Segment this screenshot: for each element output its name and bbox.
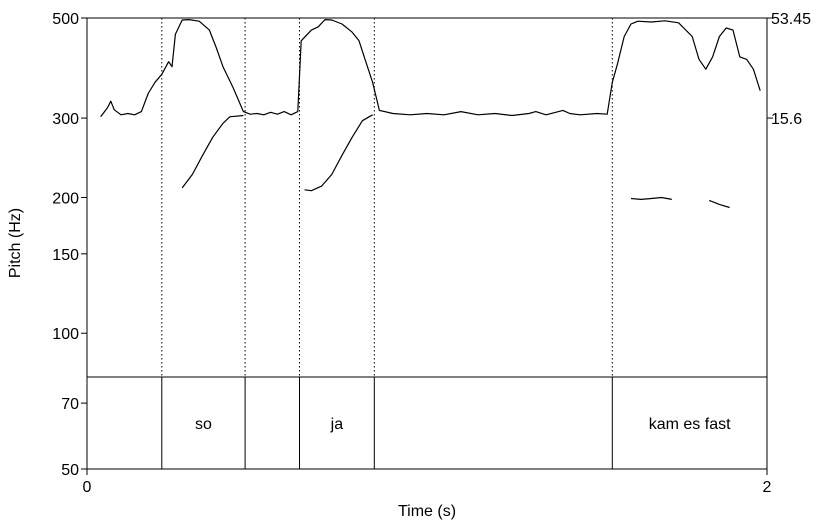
right-axis-labels: 53.45 15.6 (767, 11, 811, 128)
y-tick-label: 200 (52, 190, 79, 207)
interval-label: so (195, 416, 212, 433)
pitch-curve-4 (630, 196, 672, 200)
y-axis-label: Pitch (Hz) (7, 208, 24, 278)
x-tick-label: 0 (83, 479, 92, 496)
y-tick-label: 50 (61, 462, 79, 479)
pitch-curve-5 (708, 199, 730, 209)
y-tick-label: 150 (52, 247, 79, 264)
y-tick-label: 100 (52, 326, 79, 343)
right-tick-label: 53.45 (771, 11, 811, 28)
interval-labels: so ja kam es fast (195, 416, 731, 433)
interval-label: ja (330, 416, 344, 433)
y-tick-label: 300 (52, 111, 79, 128)
boundary-lines (161, 18, 613, 469)
y-axis-ticks: 500 300 200 150 100 70 50 (52, 11, 87, 479)
y-tick-label: 70 (61, 396, 79, 413)
pitch-curve-1 (100, 19, 761, 118)
x-axis-label: Time (s) (398, 503, 456, 520)
x-tick-label: 2 (763, 479, 772, 496)
pitch-curves (100, 19, 761, 209)
pitch-curve-2 (181, 114, 244, 189)
plot-frame (86, 17, 768, 470)
pitch-curve-3 (304, 114, 373, 192)
interval-label: kam es fast (649, 416, 731, 433)
right-tick-label: 15.6 (771, 111, 802, 128)
y-tick-label: 500 (52, 11, 79, 28)
